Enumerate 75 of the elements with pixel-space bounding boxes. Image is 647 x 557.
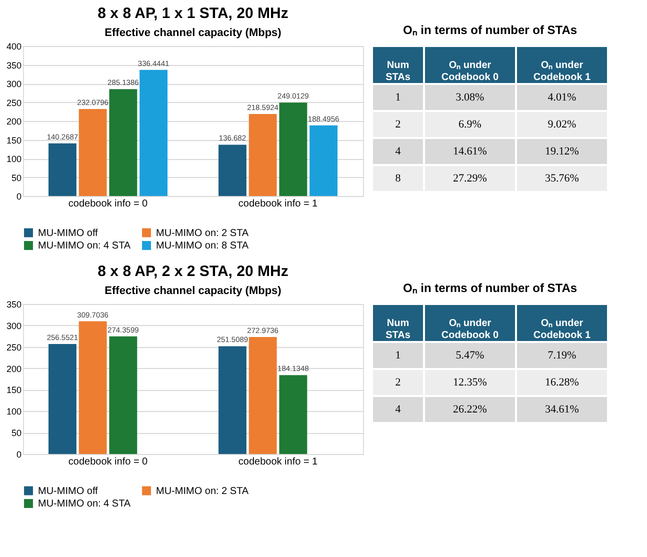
text: 19.12% (545, 146, 579, 158)
y-tick-label: 50 (11, 172, 22, 183)
bar (78, 321, 107, 454)
category-label: 8 (395, 172, 401, 184)
bar (310, 125, 338, 196)
y-tick-label: 300 (6, 79, 22, 89)
legend-label: MU-MIMO on: 4 STA (38, 498, 131, 510)
category-label: 2 (395, 376, 401, 388)
text: 9.02% (548, 118, 576, 130)
legend-label: MU-MIMO on: 4 STA (38, 240, 131, 252)
category-label: 4 (395, 404, 401, 416)
text: 35.76% (545, 172, 579, 184)
text: 7.19% (548, 350, 576, 362)
text: 14.61% (453, 146, 487, 158)
bar (48, 344, 76, 454)
y-tick-label: 150 (6, 135, 22, 146)
category-label: Oₙ under Codebook 0 (441, 60, 500, 83)
y-tick-label: 350 (6, 60, 22, 70)
text: Num STAs (386, 318, 411, 341)
y-tick-label: 200 (6, 364, 22, 374)
y-tick-label: 350 (6, 300, 22, 310)
bar (279, 102, 308, 196)
y-tick-label: 200 (6, 116, 22, 126)
chart-subtitle: Effective channel capacity (Mbps) (104, 285, 282, 297)
text: 6.9% (458, 118, 482, 130)
legend-label: MU-MIMO on: 8 STA (156, 240, 249, 252)
bar (248, 337, 277, 454)
category-label: 2 (395, 118, 401, 130)
bar (109, 336, 138, 454)
text: 34.61% (545, 404, 579, 416)
y-tick-label: 400 (6, 42, 22, 52)
text: 26.22% (453, 404, 487, 416)
legend-label: MU-MIMO off (38, 228, 98, 239)
y-tick-label: 100 (6, 154, 22, 164)
y-tick-label: 0 (16, 450, 22, 460)
category-label: 4 (395, 146, 401, 158)
text: 12.35% (453, 376, 487, 388)
text: 5.47% (456, 350, 484, 362)
category-label: 1 (395, 92, 401, 104)
chart-title: 8 x 8 AP, 1 x 1 STA, 20 MHz (98, 5, 288, 22)
text: 27.29% (453, 172, 487, 184)
chart-subtitle: Effective channel capacity (Mbps) (104, 27, 282, 39)
bar (140, 70, 168, 196)
bar (218, 346, 246, 454)
text: 4.01% (548, 92, 576, 104)
y-tick-label: 50 (11, 428, 22, 438)
x-tick-label: codebook info = 0 (68, 198, 148, 210)
bar (78, 108, 107, 196)
text: Oₙ in terms of number of STAs (402, 281, 578, 295)
y-tick-label: 0 (16, 192, 22, 202)
legend-label: MU-MIMO off (38, 486, 98, 497)
text: Oₙ in terms of number of STAs (402, 23, 578, 37)
bar (218, 144, 246, 196)
bar (279, 375, 308, 454)
category-label: 1 (395, 350, 401, 362)
category-label: Oₙ under Codebook 0 (441, 318, 500, 341)
y-tick-label: 100 (6, 406, 22, 417)
y-tick-label: 250 (6, 342, 22, 352)
bar (48, 143, 76, 196)
x-tick-label: codebook info = 0 (68, 456, 148, 468)
y-tick-label: 250 (6, 98, 22, 108)
y-tick-label: 300 (6, 320, 22, 331)
y-tick-label: 150 (6, 385, 22, 396)
legend-label: MU-MIMO on: 2 STA (156, 486, 249, 497)
category-label: Oₙ under Codebook 1 (533, 60, 592, 83)
text: 16.28% (545, 376, 579, 388)
chart-title: 8 x 8 AP, 2 x 2 STA, 20 MHz (98, 263, 288, 280)
legend-label: MU-MIMO on: 2 STA (156, 228, 249, 239)
x-tick-label: codebook info = 1 (238, 198, 318, 210)
category-label: Oₙ under Codebook 1 (533, 318, 592, 341)
text: Num STAs (386, 60, 411, 83)
text: 3.08% (456, 92, 484, 104)
bar (109, 89, 138, 196)
x-tick-label: codebook info = 1 (238, 456, 318, 468)
bar (248, 114, 277, 196)
